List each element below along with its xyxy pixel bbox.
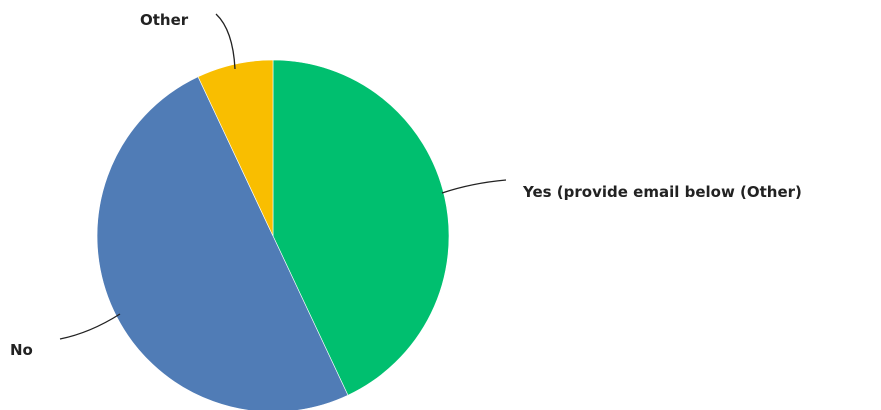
leader-line-no [59, 313, 121, 340]
leader-line-yes [441, 179, 507, 194]
slice-label-yes: Yes (provide email below (Other) [522, 183, 802, 201]
pie-slice-yes [272, 59, 450, 396]
leader-line-other [215, 13, 236, 70]
pie-slices [96, 59, 450, 410]
label-group-other: Other [140, 11, 236, 70]
pie-slice-no [96, 76, 349, 410]
label-group-yes: Yes (provide email below (Other) [441, 179, 802, 201]
slice-label-no: No [10, 341, 33, 359]
label-group-no: No [10, 313, 121, 359]
slice-label-other: Other [140, 11, 189, 29]
